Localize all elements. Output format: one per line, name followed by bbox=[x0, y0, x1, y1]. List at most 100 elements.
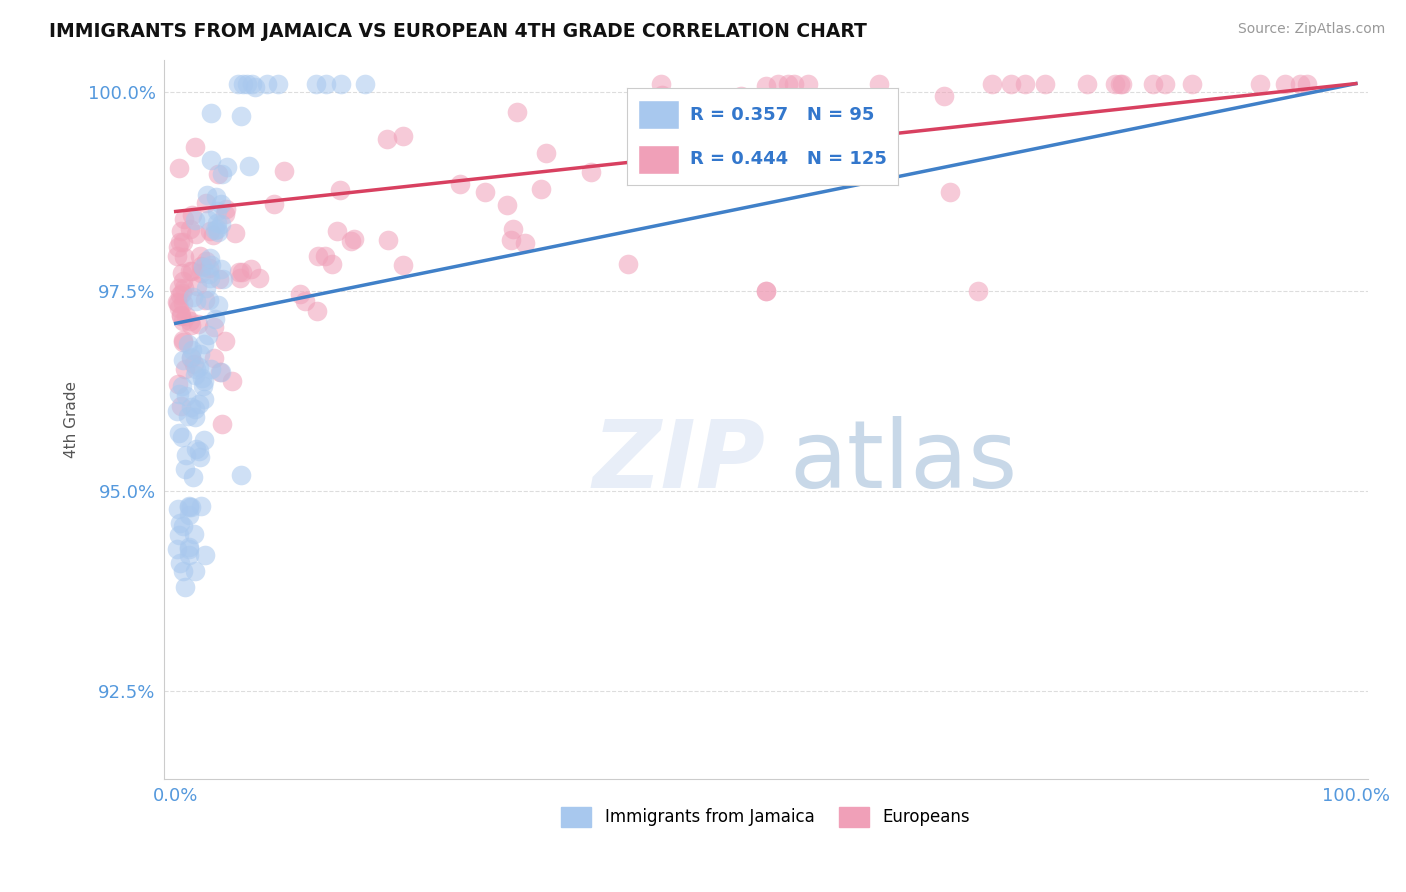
Point bbox=[211, 167, 233, 181]
Point bbox=[184, 362, 207, 376]
Point bbox=[755, 285, 778, 299]
Point bbox=[184, 227, 207, 241]
Point bbox=[675, 132, 697, 146]
Point bbox=[208, 365, 231, 379]
Point bbox=[179, 222, 201, 236]
Point bbox=[1181, 77, 1204, 91]
Point bbox=[174, 309, 197, 323]
Point bbox=[180, 500, 202, 515]
Point bbox=[183, 527, 205, 541]
Point bbox=[202, 351, 225, 365]
Point bbox=[179, 542, 201, 557]
Point bbox=[226, 77, 249, 91]
Point bbox=[177, 336, 200, 351]
Point bbox=[172, 333, 194, 347]
Point bbox=[205, 190, 228, 204]
Point bbox=[194, 548, 217, 562]
Point bbox=[170, 266, 193, 280]
Point bbox=[179, 548, 201, 562]
Point bbox=[200, 106, 222, 120]
Point bbox=[188, 450, 211, 464]
Point bbox=[391, 129, 413, 144]
Point bbox=[636, 149, 658, 163]
Point bbox=[183, 212, 205, 227]
Point bbox=[294, 293, 316, 308]
Point bbox=[173, 281, 195, 295]
Point bbox=[205, 222, 228, 236]
Point bbox=[169, 280, 191, 294]
Point bbox=[314, 249, 336, 263]
Point bbox=[180, 350, 202, 364]
Point bbox=[172, 296, 194, 310]
Point bbox=[176, 409, 198, 424]
Point bbox=[263, 196, 285, 211]
Text: ZIP: ZIP bbox=[593, 417, 766, 508]
Point bbox=[170, 430, 193, 444]
Point bbox=[194, 293, 217, 307]
Point bbox=[187, 397, 209, 411]
Point bbox=[167, 425, 190, 440]
Point bbox=[211, 417, 233, 432]
Point bbox=[666, 161, 689, 176]
Point bbox=[304, 77, 326, 91]
Point bbox=[180, 351, 202, 365]
Point bbox=[195, 188, 218, 202]
Point bbox=[730, 89, 752, 103]
Point bbox=[204, 312, 226, 326]
Point bbox=[353, 77, 375, 91]
Point bbox=[166, 249, 188, 263]
Point bbox=[170, 310, 193, 324]
Point bbox=[191, 379, 214, 393]
Point bbox=[1274, 77, 1296, 91]
Point bbox=[868, 77, 890, 91]
Point bbox=[194, 281, 217, 295]
Point bbox=[180, 343, 202, 358]
Point bbox=[315, 77, 337, 91]
Point bbox=[166, 501, 188, 516]
Point bbox=[174, 448, 197, 462]
Point bbox=[173, 251, 195, 265]
Point bbox=[499, 233, 522, 247]
Point bbox=[172, 353, 194, 368]
Point bbox=[209, 261, 232, 276]
Point bbox=[197, 328, 219, 343]
Point bbox=[169, 556, 191, 570]
Point bbox=[530, 182, 553, 196]
Point bbox=[755, 285, 778, 299]
Point bbox=[1014, 77, 1036, 91]
Point bbox=[179, 314, 201, 328]
Point bbox=[190, 371, 212, 385]
Point bbox=[449, 177, 471, 191]
Point bbox=[198, 224, 221, 238]
Point bbox=[239, 262, 262, 277]
Point bbox=[392, 258, 415, 272]
Point bbox=[167, 296, 190, 310]
Point bbox=[167, 528, 190, 542]
Point bbox=[651, 88, 673, 103]
Point bbox=[188, 347, 211, 361]
Point bbox=[193, 433, 215, 447]
Point bbox=[214, 207, 236, 221]
Point bbox=[191, 260, 214, 274]
Point bbox=[177, 540, 200, 554]
Point bbox=[340, 234, 363, 248]
Point bbox=[506, 104, 529, 119]
Point bbox=[169, 516, 191, 530]
Point bbox=[209, 196, 232, 211]
Point bbox=[166, 295, 188, 310]
Point bbox=[782, 77, 804, 91]
Point bbox=[326, 224, 349, 238]
Point bbox=[776, 77, 799, 91]
Point bbox=[208, 272, 231, 286]
Point bbox=[207, 167, 229, 181]
Point bbox=[167, 240, 190, 254]
Point bbox=[796, 77, 818, 91]
Point bbox=[495, 198, 517, 212]
Point bbox=[169, 301, 191, 316]
Point bbox=[1108, 77, 1130, 91]
Text: Source: ZipAtlas.com: Source: ZipAtlas.com bbox=[1237, 22, 1385, 37]
Point bbox=[184, 368, 207, 382]
Point bbox=[1295, 77, 1317, 91]
Point bbox=[1142, 77, 1164, 91]
Point bbox=[238, 159, 260, 173]
